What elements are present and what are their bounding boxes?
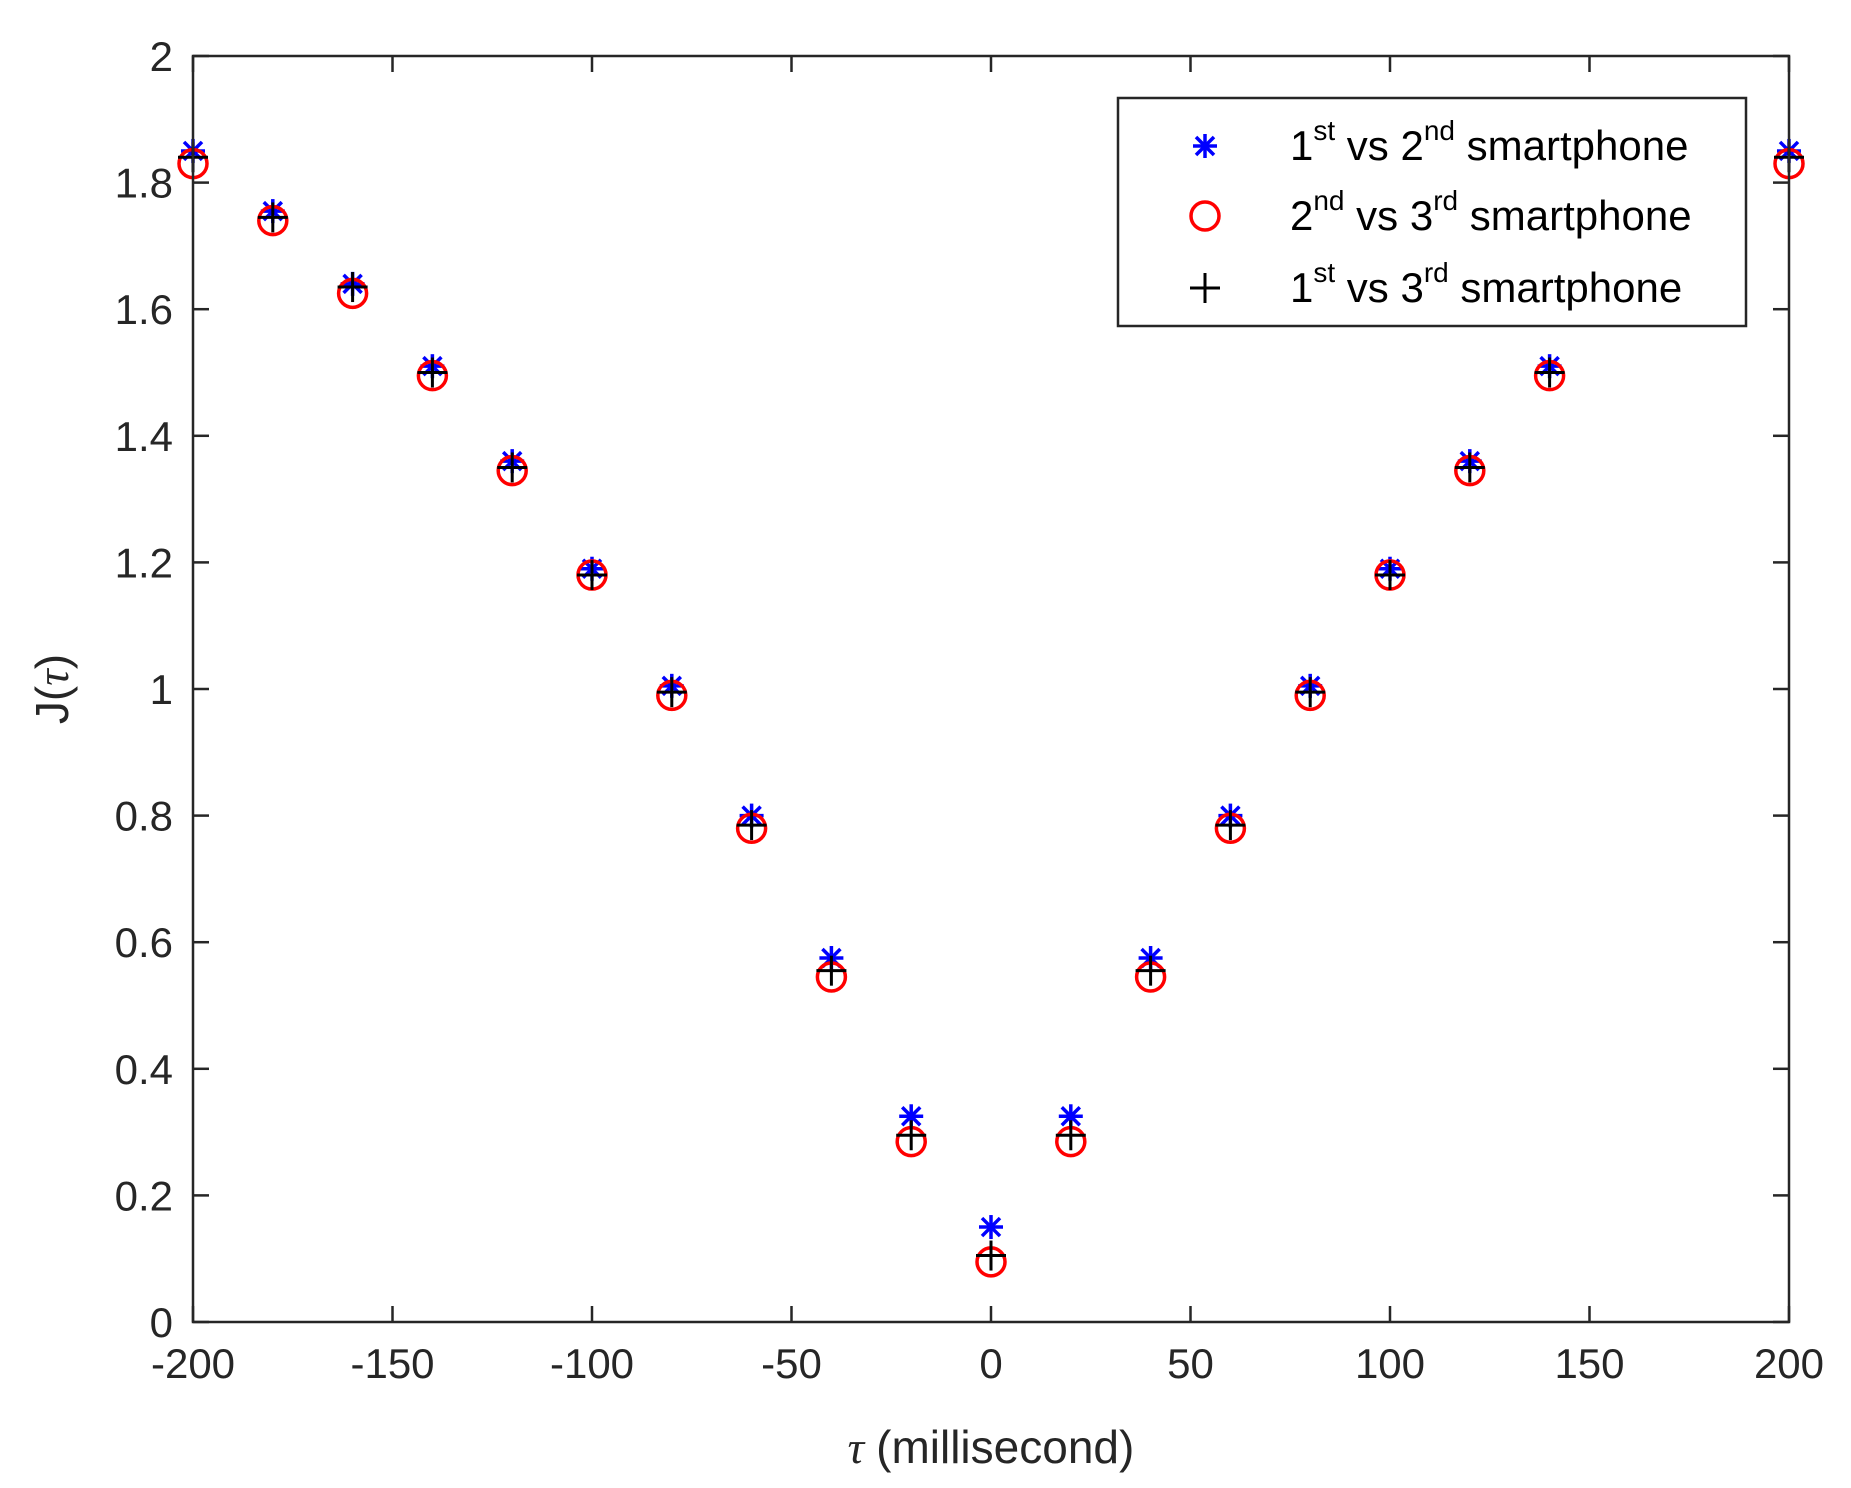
legend-label: 2nd vs 3rd smartphone	[1290, 185, 1692, 239]
x-tick-label: -50	[761, 1340, 822, 1387]
legend-entry-2: 2nd vs 3rd smartphone	[1189, 185, 1692, 239]
legend-marker	[1189, 200, 1221, 232]
data-point	[1295, 677, 1326, 708]
data-point	[337, 272, 368, 303]
data-point	[736, 810, 767, 841]
x-tick-label: 50	[1167, 1340, 1214, 1387]
tick-labels: -200 -150 -100 -50 0 50 100 150 200 0 0.2 0.4 0.6 0.8…	[115, 33, 1824, 1387]
legend: 1st vs 2nd smartphone 2nd vs 3rd smartpho…	[1116, 96, 1748, 328]
x-tick-label: -200	[151, 1340, 235, 1387]
legend-marker	[1193, 134, 1217, 158]
data-point	[816, 955, 847, 986]
data-point	[656, 677, 687, 708]
data-point	[1454, 452, 1485, 483]
data-point	[497, 452, 528, 483]
data-point	[577, 560, 607, 591]
y-tick-label: 1.2	[115, 539, 173, 586]
y-axis-prefix: J(	[26, 685, 78, 724]
data-point	[1534, 357, 1565, 388]
data-point	[1375, 560, 1405, 591]
x-axis-unit: (millisecond)	[876, 1421, 1134, 1473]
y-tick-label: 0	[150, 1299, 173, 1346]
y-tick-label: 1.6	[115, 286, 173, 333]
legend-entry-3: 1st vs 3rd smartphone	[1190, 257, 1682, 311]
legend-marker	[1190, 273, 1220, 303]
y-axis-suffix: )	[26, 654, 78, 669]
y-tick-label: 0.2	[115, 1172, 173, 1219]
x-tick-label: 150	[1554, 1340, 1624, 1387]
data-point	[257, 202, 288, 233]
x-tick-label: 100	[1355, 1340, 1425, 1387]
x-tick-label: 200	[1754, 1340, 1824, 1387]
x-tick-label: -150	[350, 1340, 434, 1387]
legend-label: 1st vs 3rd smartphone	[1290, 257, 1682, 311]
y-tick-label: 0.8	[115, 793, 173, 840]
y-axis-symbol: τ	[27, 668, 78, 686]
legend-box	[1116, 96, 1748, 328]
data-point	[976, 1240, 1006, 1271]
y-tick-label: 1.8	[115, 160, 173, 207]
data-marks	[177, 138, 1805, 1278]
y-tick-label: 1	[150, 666, 173, 713]
x-tick-label: 0	[979, 1340, 1002, 1387]
x-axis-symbol: τ	[848, 1422, 866, 1473]
y-tick-label: 0.6	[115, 919, 173, 966]
data-point	[896, 1120, 927, 1151]
y-tick-label: 1.4	[115, 413, 173, 460]
legend-label: 1st vs 2nd smartphone	[1290, 115, 1688, 169]
y-tick-label: 2	[150, 33, 173, 80]
data-point	[1135, 955, 1166, 986]
data-point	[1055, 1120, 1086, 1151]
legend-entry-1: 1st vs 2nd smartphone	[1193, 115, 1688, 169]
y-tick-label: 0.4	[115, 1046, 173, 1093]
x-axis-label: τ (millisecond)	[848, 1421, 1135, 1473]
data-point	[1215, 810, 1246, 841]
data-point	[417, 357, 448, 388]
series-3	[178, 142, 1804, 1271]
data-point	[979, 1215, 1003, 1240]
y-axis-label: J(τ)	[26, 654, 78, 724]
plot-frame	[191, 54, 1791, 1324]
x-tick-label: -100	[550, 1340, 634, 1387]
